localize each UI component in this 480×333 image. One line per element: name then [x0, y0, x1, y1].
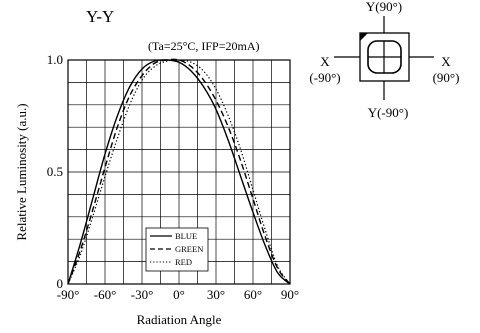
y-tick-labels: 0 0.5 1.0	[47, 52, 63, 291]
chart-grid	[68, 60, 290, 284]
legend-red-label: RED	[175, 257, 192, 267]
x-tick-label: 0°	[173, 287, 185, 302]
legend-green-label: GREEN	[175, 244, 203, 254]
y-axis-label: Relative Luminosity (a.u.)	[14, 103, 29, 240]
chart-title: Y-Y	[86, 7, 114, 26]
orientation-left-label-1: X	[320, 54, 330, 69]
x-tick-label: 30°	[207, 287, 225, 302]
orientation-bottom-label: Y(-90°)	[368, 105, 409, 120]
series-line-blue	[67, 59, 291, 285]
orientation-right-label-2: (90°)	[433, 70, 460, 85]
plot-frame	[67, 59, 291, 285]
orientation-right-label-1: X	[441, 54, 451, 69]
legend: BLUE GREEN RED	[145, 227, 209, 272]
series-lines	[67, 58, 291, 285]
x-axis-label: Radiation Angle	[137, 312, 222, 327]
y-tick-label: 0.5	[47, 164, 63, 179]
y-tick-label: 1.0	[47, 52, 63, 67]
x-tick-label: 90°	[281, 287, 299, 302]
x-tick-label: -90°	[57, 287, 80, 302]
y-tick-label: 0	[57, 276, 64, 291]
x-tick-label: -60°	[94, 287, 117, 302]
x-tick-labels: -90° -60° -30° 0° 30° 60° 90°	[57, 287, 299, 302]
led-cathode-mark-icon	[360, 33, 368, 41]
orientation-diagram: Y(90°) X (-90°) X (90°) Y(-90°)	[309, 0, 459, 120]
orientation-left-label-2: (-90°)	[309, 70, 340, 85]
chart-subtitle: (Ta=25°C, IFP=20mA)	[148, 39, 260, 53]
legend-blue-label: BLUE	[175, 231, 197, 241]
x-tick-label: 60°	[244, 287, 262, 302]
orientation-top-label: Y(90°)	[366, 0, 402, 14]
x-tick-label: -30°	[131, 287, 154, 302]
legend-box	[145, 227, 209, 272]
